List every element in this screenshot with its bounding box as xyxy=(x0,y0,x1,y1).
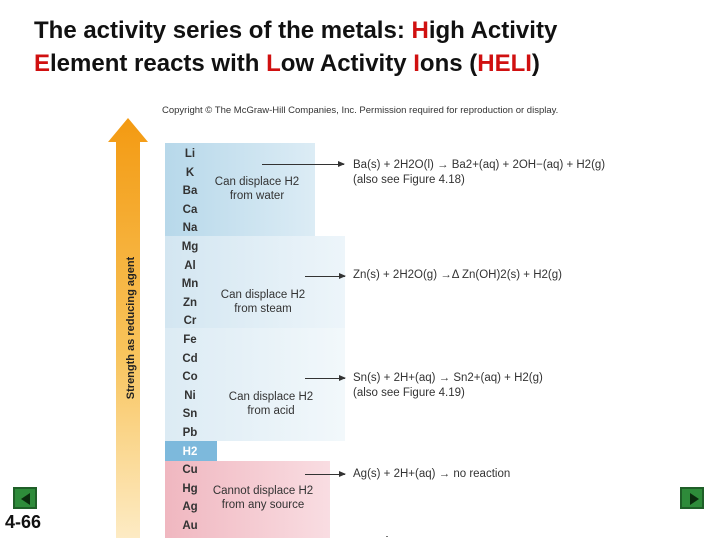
element-symbol: Ni xyxy=(184,389,196,402)
title-text: lement reacts with xyxy=(50,50,267,77)
arrow-icon xyxy=(305,273,346,279)
element-symbol: Co xyxy=(182,371,198,384)
up-arrow-icon xyxy=(108,118,148,538)
equation-acid: Sn(s) + 2H+(aq) → Sn2+(aq) + H2(g) xyxy=(353,372,543,384)
element-symbol: Sn xyxy=(182,408,198,421)
equation-note-acid: (also see Figure 4.19) xyxy=(353,387,465,399)
equation-none: Ag(s) + 2H+(aq) → no reaction xyxy=(353,468,511,480)
element-symbol: Mn xyxy=(181,278,199,291)
element-symbol: Fe xyxy=(183,334,197,346)
zone-label-none: Cannot displace H2 from any source xyxy=(198,484,328,512)
title-text: igh Activity xyxy=(428,17,558,44)
axis-label: Strength as reducing agent xyxy=(125,256,137,400)
arrow-icon xyxy=(305,471,346,477)
zone-label-line: Can displace H2 xyxy=(214,176,300,188)
title-highlight-e: E xyxy=(34,50,51,77)
zone-hydrogen xyxy=(165,441,217,461)
equation-water: Ba(s) + 2H2O(l) → Ba2+(aq) + 2OH−(aq) + … xyxy=(353,159,606,171)
zone-label-line: Can displace H2 xyxy=(228,391,314,403)
element-symbol: Au xyxy=(182,520,198,532)
slide-title: The activity series of the metals: High … xyxy=(34,14,694,80)
copyright-notice: Copyright © The McGraw-Hill Companies, I… xyxy=(162,105,559,116)
zone-label-steam: Can displace H2 from steam xyxy=(198,288,328,316)
title-highlight-l: L xyxy=(266,50,281,77)
title-text: The activity series of the metals: xyxy=(34,17,412,44)
title-highlight-i: I xyxy=(413,50,420,77)
element-symbol: K xyxy=(185,166,195,179)
element-symbol: Zn xyxy=(182,296,198,309)
element-symbol: Na xyxy=(182,222,198,235)
next-slide-icon[interactable] xyxy=(680,487,704,509)
decorative-dot xyxy=(386,536,388,537)
element-symbol: Mg xyxy=(181,241,199,253)
zone-label-line: from steam xyxy=(234,303,292,315)
zone-water xyxy=(165,143,315,236)
zone-label-water: Can displace H2 from water xyxy=(192,175,322,203)
element-symbol: Ag xyxy=(182,501,198,514)
element-symbol: Pb xyxy=(182,427,198,439)
element-symbol: Hg xyxy=(182,482,198,495)
title-text: ow Activity xyxy=(280,50,414,77)
zone-label-line: from acid xyxy=(247,405,295,417)
zone-label-line: from any source xyxy=(221,499,305,511)
zone-acid xyxy=(165,328,345,441)
title-acronym: HELI xyxy=(477,50,532,77)
zone-steam xyxy=(165,236,345,328)
element-symbol: Cr xyxy=(183,315,197,328)
arrow-icon xyxy=(305,375,346,381)
title-text: ons ( xyxy=(419,50,478,77)
zone-label-line: from water xyxy=(229,190,285,202)
zone-no-displacement xyxy=(165,461,330,538)
element-symbol: Li xyxy=(184,148,196,160)
zone-label-line: Cannot displace H2 xyxy=(212,485,314,497)
title-text: ) xyxy=(531,50,540,77)
element-symbol: Ba xyxy=(182,185,198,198)
title-highlight-h: H xyxy=(411,17,429,44)
arrow-icon xyxy=(262,161,345,167)
previous-slide-icon[interactable] xyxy=(13,487,37,509)
element-symbol: Cd xyxy=(182,352,198,365)
equation-steam: Zn(s) + 2H2O(g) →Δ Zn(OH)2(s) + H2(g) xyxy=(353,269,562,281)
slide-number: 4-66 xyxy=(5,512,42,532)
equation-note-water: (also see Figure 4.18) xyxy=(353,174,465,186)
element-symbol: Ca xyxy=(182,203,198,216)
zone-label-line: Can displace H2 xyxy=(220,289,306,301)
element-symbol: Cu xyxy=(182,464,198,477)
element-symbol: H2 xyxy=(182,445,198,458)
element-symbol: Al xyxy=(184,259,196,272)
zone-label-acid: Can displace H2 from acid xyxy=(206,390,336,418)
